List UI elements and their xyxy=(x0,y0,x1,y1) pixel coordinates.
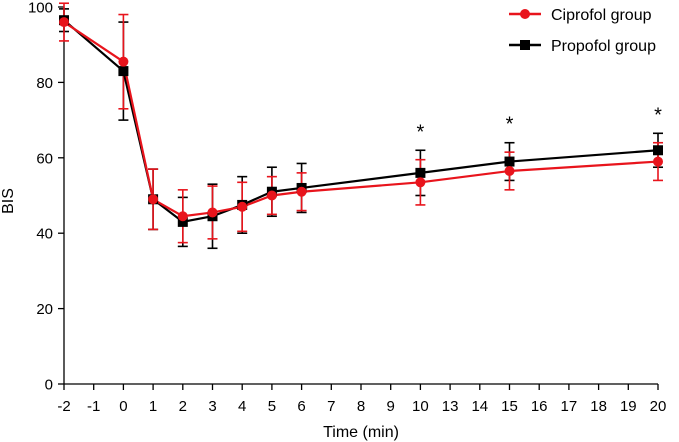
data-point-ciprofol-5 xyxy=(266,190,277,201)
y-tick-label-0: 0 xyxy=(45,377,53,394)
x-tick-label-16: 16 xyxy=(531,398,548,415)
legend-marker-ciprofol xyxy=(520,9,530,19)
x-tick-label--2: -2 xyxy=(57,398,70,415)
data-point-ciprofol-10 xyxy=(415,177,426,188)
series-markers xyxy=(59,15,663,227)
data-point-ciprofol-15 xyxy=(504,165,515,176)
legend-item-propofol[interactable]: Propofol group xyxy=(509,38,656,55)
x-tick-label-3: 3 xyxy=(208,398,216,415)
x-tick-label-2: 2 xyxy=(179,398,187,415)
x-tick-label-1: 1 xyxy=(149,398,157,415)
y-ticks: 0 20 40 60 80 100 xyxy=(28,0,64,394)
data-point-ciprofol--2 xyxy=(59,17,69,28)
x-tick-label-10: 10 xyxy=(412,398,429,415)
x-tick-label-19: 19 xyxy=(620,398,637,415)
x-tick-label-4: 4 xyxy=(238,398,246,415)
legend-label-propofol: Propofol group xyxy=(551,38,656,55)
data-point-propofol-10 xyxy=(415,167,426,178)
x-tick-label-14: 14 xyxy=(471,398,488,415)
x-tick-label-9: 9 xyxy=(387,398,395,415)
x-tick-label-7: 7 xyxy=(327,398,335,415)
annotation-layer: * * * xyxy=(417,104,663,143)
data-point-propofol-20 xyxy=(653,145,663,156)
data-point-propofol-0 xyxy=(118,66,129,77)
x-tick-label-15: 15 xyxy=(501,398,518,415)
legend-marker-propofol xyxy=(520,40,530,50)
data-point-ciprofol-20 xyxy=(653,156,663,167)
x-axis-label: Time (min) xyxy=(323,424,399,441)
data-point-ciprofol-6 xyxy=(296,186,307,197)
legend-label-ciprofol: Ciprofol group xyxy=(551,7,652,24)
x-tick-label-5: 5 xyxy=(268,398,276,415)
legend: Ciprofol group Propofol group xyxy=(509,7,656,55)
data-point-propofol-15 xyxy=(504,156,515,167)
y-tick-label-100: 100 xyxy=(28,0,53,17)
significance-marker-20: * xyxy=(654,104,662,126)
legend-item-ciprofol[interactable]: Ciprofol group xyxy=(509,7,652,24)
x-tick-label-0: 0 xyxy=(119,398,127,415)
x-ticks: -2 -1 0 1 2 3 4 5 6 7 8 9 10 13 14 15 16 17 18 19 20 xyxy=(57,384,666,415)
y-tick-label-60: 60 xyxy=(36,150,53,167)
y-tick-label-40: 40 xyxy=(36,226,53,243)
y-tick-label-20: 20 xyxy=(36,301,53,318)
data-point-ciprofol-2 xyxy=(177,211,188,222)
data-point-ciprofol-3 xyxy=(207,207,218,218)
significance-marker-10: * xyxy=(417,121,425,143)
x-tick-label-6: 6 xyxy=(297,398,305,415)
data-point-ciprofol-4 xyxy=(237,201,248,212)
series-layer xyxy=(59,2,663,250)
data-point-ciprofol-1 xyxy=(148,194,159,205)
y-tick-label-80: 80 xyxy=(36,75,53,92)
x-tick-label-17: 17 xyxy=(561,398,578,415)
x-tick-label-20: 20 xyxy=(650,398,667,415)
y-axis-label: BIS xyxy=(0,188,17,214)
data-point-propofol-2 xyxy=(177,216,188,227)
x-tick-label-13: 13 xyxy=(442,398,459,415)
x-tick-label-18: 18 xyxy=(590,398,607,415)
x-tick-label-8: 8 xyxy=(357,398,365,415)
significance-marker-15: * xyxy=(506,114,514,136)
x-tick-label--1: -1 xyxy=(87,398,100,415)
data-point-ciprofol-0 xyxy=(118,56,129,67)
